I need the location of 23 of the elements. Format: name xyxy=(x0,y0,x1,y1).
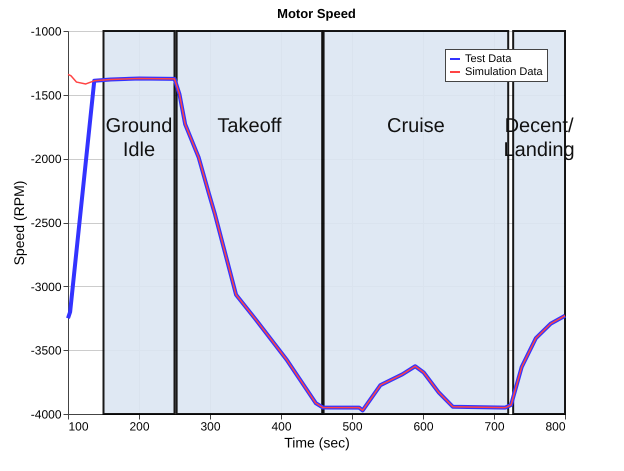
y-tick-label: -1000 xyxy=(30,24,62,38)
band-label: Cruise xyxy=(387,115,445,137)
x-tick-label: 100 xyxy=(68,420,89,434)
chart-title: Motor Speed xyxy=(277,6,356,21)
x-axis-title: Time (sec) xyxy=(284,434,350,450)
band-label: Takeoff xyxy=(217,115,282,137)
y-tick-label: -2500 xyxy=(30,216,62,230)
legend-label: Simulation Data xyxy=(465,66,544,78)
x-tick-label: 200 xyxy=(129,420,150,434)
y-tick-label: -4000 xyxy=(30,408,62,422)
y-tick-label: -2000 xyxy=(30,152,62,166)
x-tick-label: 500 xyxy=(342,420,363,434)
x-tick-label: 700 xyxy=(484,420,505,434)
y-tick-label: -3000 xyxy=(30,280,62,294)
y-tick-label: -1500 xyxy=(30,88,62,102)
x-tick-label: 800 xyxy=(545,420,566,434)
x-tick-label: 600 xyxy=(413,420,434,434)
x-tick-label: 400 xyxy=(271,420,292,434)
x-tick-label: 300 xyxy=(200,420,221,434)
y-tick-label: -3500 xyxy=(30,344,62,358)
y-axis-title: Speed (RPM) xyxy=(10,180,27,266)
legend-label: Test Data xyxy=(465,53,512,65)
band-label: Ground Idle xyxy=(106,115,172,161)
